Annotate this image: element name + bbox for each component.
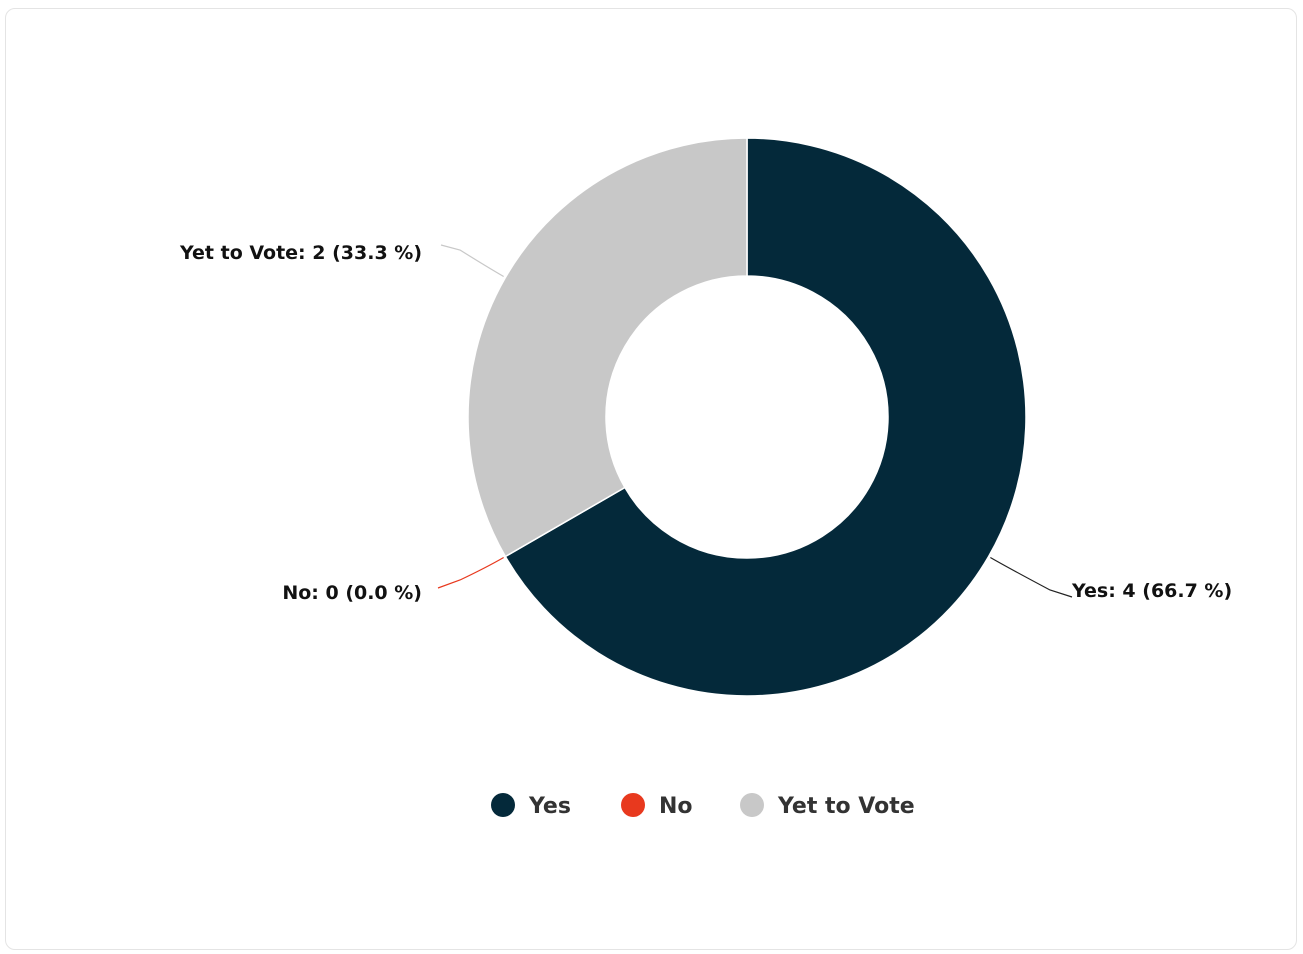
legend-label-yet-to-vote: Yet to Vote	[777, 794, 915, 819]
legend-marker-no	[621, 793, 645, 817]
legend-item-yet-to-vote[interactable]: Yet to Vote	[740, 793, 915, 819]
slice-yes[interactable]	[504, 137, 1027, 697]
connector-lines-group	[437, 244, 1073, 598]
legend-marker-yes	[491, 793, 515, 817]
legend-marker-yet-to-vote	[740, 793, 764, 817]
legend-item-yes[interactable]: Yes	[491, 793, 571, 819]
connector-yet-to-vote	[440, 244, 504, 278]
data-label-yes: Yes: 4 (66.7 %)	[1071, 580, 1232, 602]
data-label-yet-to-vote: Yet to Vote: 2 (33.3 %)	[179, 242, 422, 264]
legend-label-yes: Yes	[528, 794, 571, 819]
legend-label-no: No	[659, 794, 693, 819]
connector-no	[437, 556, 504, 589]
slices-group	[467, 137, 1027, 697]
data-label-no: No: 0 (0.0 %)	[282, 582, 422, 604]
legend: Yes No Yet to Vote	[491, 793, 915, 819]
connector-yes	[990, 556, 1073, 598]
slice-yet-to-vote[interactable]	[467, 137, 748, 558]
legend-item-no[interactable]: No	[621, 793, 693, 819]
